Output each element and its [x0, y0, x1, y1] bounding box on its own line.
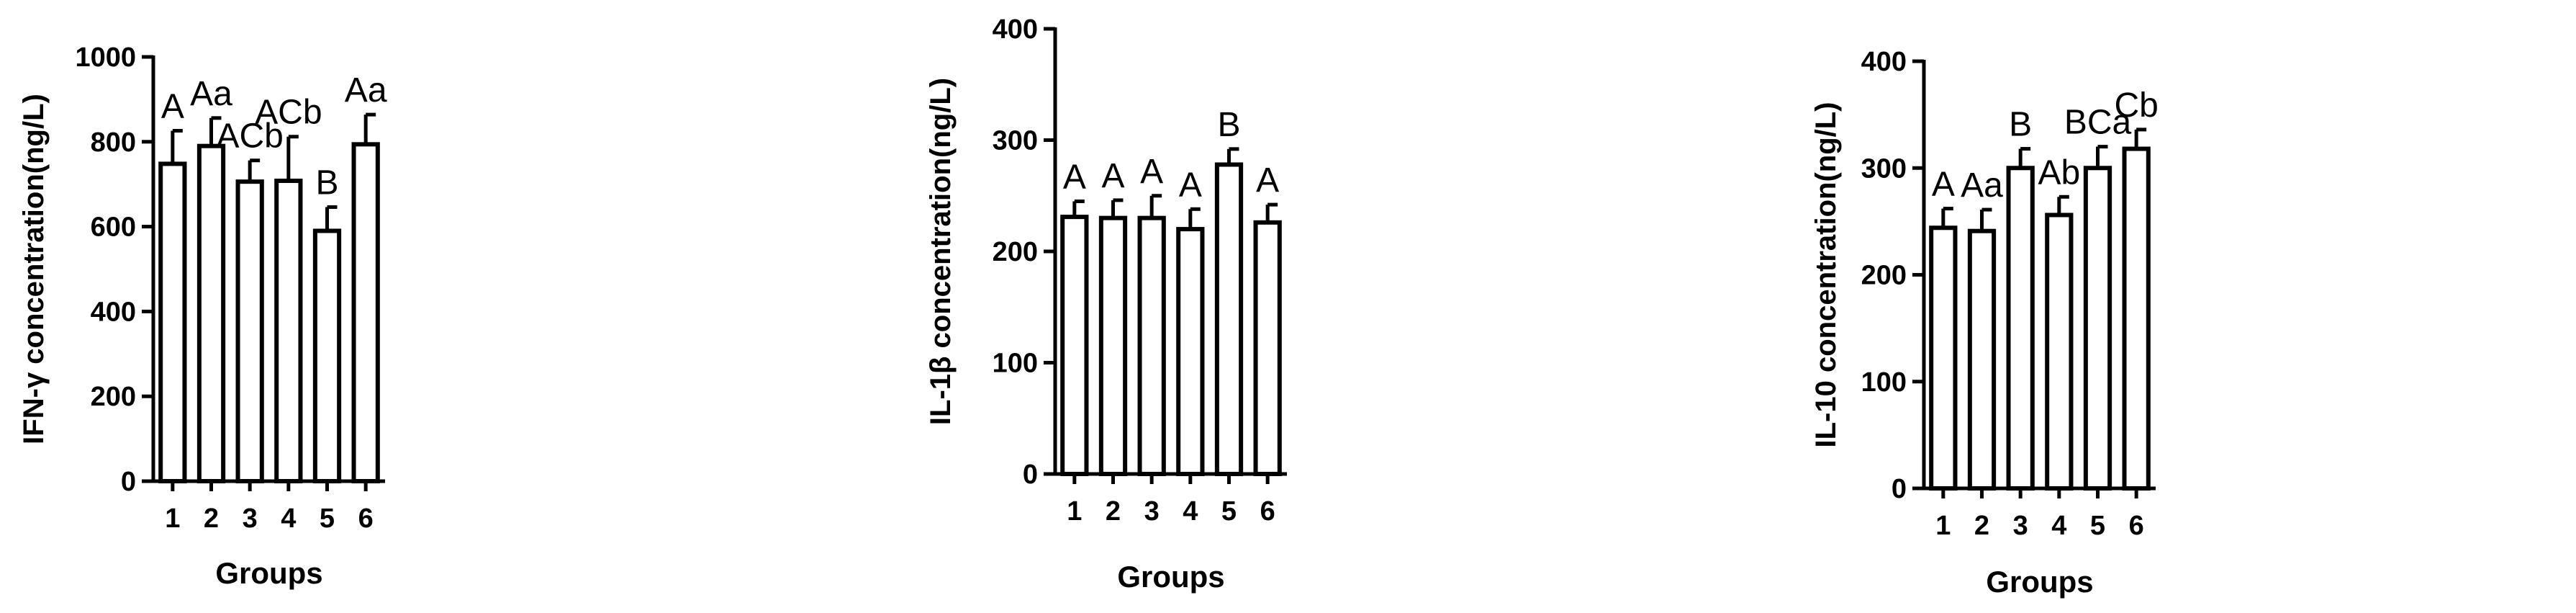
il-1beta-chart: 0 100 200 300 400 A 1 A 2 A 3 A 4 B 5 A 6 IL-1β concentra…: [925, 14, 1287, 594]
x-tick-label: 5: [1221, 496, 1237, 527]
y-tick-label: 0: [1023, 460, 1038, 490]
x-tick-label: 3: [1144, 496, 1160, 527]
y-tick-label: 100: [1861, 367, 1907, 398]
y-tick-label: 200: [993, 237, 1038, 267]
y-tick-label: 400: [91, 297, 136, 327]
x-tick-label: 1: [1067, 496, 1082, 527]
bar: [2045, 212, 2074, 491]
x-tick-label: 3: [2013, 511, 2028, 541]
significance-label: B: [1217, 106, 1240, 144]
y-axis-title: IFN-γ concentration(ng/L): [18, 94, 50, 444]
y-tick-label: 300: [993, 126, 1038, 156]
bar: [1929, 225, 1958, 491]
significance-label: Ab: [2038, 153, 2080, 192]
x-tick-label: 6: [2129, 511, 2144, 541]
significance-label: Cb: [2114, 86, 2158, 125]
x-axis-title: Groups: [1117, 560, 1224, 594]
significance-label: A: [1063, 158, 1086, 196]
x-tick-label: 2: [204, 504, 219, 534]
x-tick-label: 2: [1974, 511, 1989, 541]
significance-label: A: [1932, 166, 1955, 204]
il-10-chart: 0 100 200 300 400 A 1 Aa 2 B 3 Ab 4 BCa 5 Cb 6 IL-10 conc…: [1810, 47, 2159, 599]
y-tick-label: 600: [91, 212, 136, 243]
x-tick-label: 4: [2051, 511, 2066, 541]
bar: [1253, 220, 1282, 476]
x-tick-label: 6: [358, 504, 374, 534]
y-axis-title: IL-1β concentration(ng/L): [925, 78, 957, 425]
significance-label: ACb: [216, 117, 283, 156]
bar: [274, 178, 303, 483]
x-tick-label: 1: [1935, 511, 1951, 541]
x-tick-label: 3: [243, 504, 258, 534]
y-tick-label: 100: [993, 349, 1038, 379]
x-tick-label: 5: [2090, 511, 2105, 541]
bar: [2083, 166, 2112, 491]
bar: [2122, 146, 2151, 491]
y-tick-label: 800: [91, 127, 136, 158]
x-tick-label: 6: [1260, 496, 1275, 527]
significance-label: BCa: [2064, 104, 2132, 142]
bar: [1098, 215, 1128, 476]
x-tick-label: 1: [165, 504, 180, 534]
y-tick-label: 400: [1861, 47, 1907, 77]
bar: [312, 228, 342, 483]
significance-label: ACb: [255, 94, 322, 132]
x-tick-label: 4: [1183, 496, 1198, 527]
significance-label: A: [1101, 157, 1124, 195]
x-tick-label: 2: [1106, 496, 1121, 527]
bar: [2006, 166, 2035, 491]
bar: [158, 161, 187, 483]
bar: [1967, 228, 1997, 491]
bar: [1214, 162, 1244, 477]
x-axis-title: Groups: [215, 556, 322, 590]
y-tick-label: 0: [121, 467, 136, 497]
significance-label: A: [1256, 161, 1279, 200]
x-tick-label: 4: [281, 504, 296, 534]
bar: [1060, 215, 1089, 476]
significance-label: Aa: [345, 71, 387, 109]
y-axis-title: IL-10 concentration(ng/L): [1810, 102, 1842, 448]
bar: [351, 142, 380, 483]
bar: [235, 179, 264, 484]
y-tick-label: 300: [1861, 153, 1907, 184]
y-tick-label: 0: [1892, 474, 1907, 504]
bar: [196, 143, 226, 483]
significance-label: A: [161, 87, 184, 125]
y-tick-label: 1000: [75, 42, 136, 73]
significance-label: A: [1140, 153, 1163, 191]
bar: [1137, 215, 1166, 476]
bar: [1176, 227, 1205, 476]
y-tick-label: 200: [1861, 261, 1907, 291]
significance-label: Aa: [1961, 166, 2003, 205]
significance-label: Aa: [190, 75, 232, 113]
x-axis-title: Groups: [1986, 565, 2093, 599]
y-tick-label: 400: [993, 14, 1038, 45]
significance-label: B: [315, 164, 338, 202]
significance-label: B: [2009, 106, 2032, 144]
y-tick-label: 200: [91, 382, 136, 412]
ifn-gamma-chart: 0 200 400 600 800 1000 A 1 Aa 2 ACb 3 ACb 4 B 5 Aa 6 IFN-γ…: [18, 42, 387, 590]
significance-label: A: [1179, 166, 1202, 204]
x-tick-label: 5: [320, 504, 335, 534]
